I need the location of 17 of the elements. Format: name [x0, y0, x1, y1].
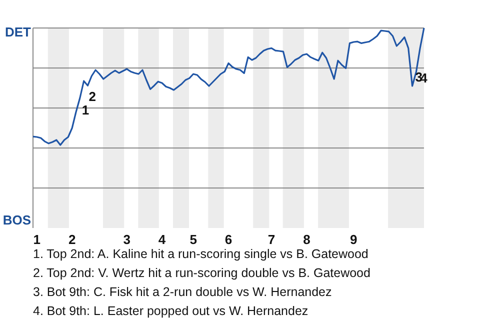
x-tick-label: 9	[350, 232, 358, 247]
text: 3. Bot 9th: C. Fisk hit a 2-run double vs W. Hernandez	[33, 285, 332, 299]
annotation: 2	[88, 89, 96, 104]
text: 4. Bot 9th: L. Easter popped out vs W. Hernandez	[33, 304, 308, 318]
x-tick-label: 1	[33, 232, 41, 247]
x-tick-label: 4	[158, 232, 166, 247]
x-tick-label: 6	[224, 232, 232, 247]
text: 2. Top 2nd: V. Wertz hit a run-scoring double vs B. Gatewood	[33, 266, 371, 280]
x-tick-label: 2	[68, 232, 76, 247]
x-tick-label: 5	[190, 232, 197, 247]
x-tick-label: 3	[123, 232, 130, 247]
text: 1. Top 2nd: A. Kaline hit a run-scoring single vs B. Gatewood	[33, 247, 368, 261]
text: BOS	[2, 212, 32, 228]
x-tick-label: 8	[303, 232, 310, 247]
text: DET	[5, 24, 32, 40]
annotation: 1	[82, 102, 90, 118]
x-tick-label: 7	[268, 232, 276, 247]
